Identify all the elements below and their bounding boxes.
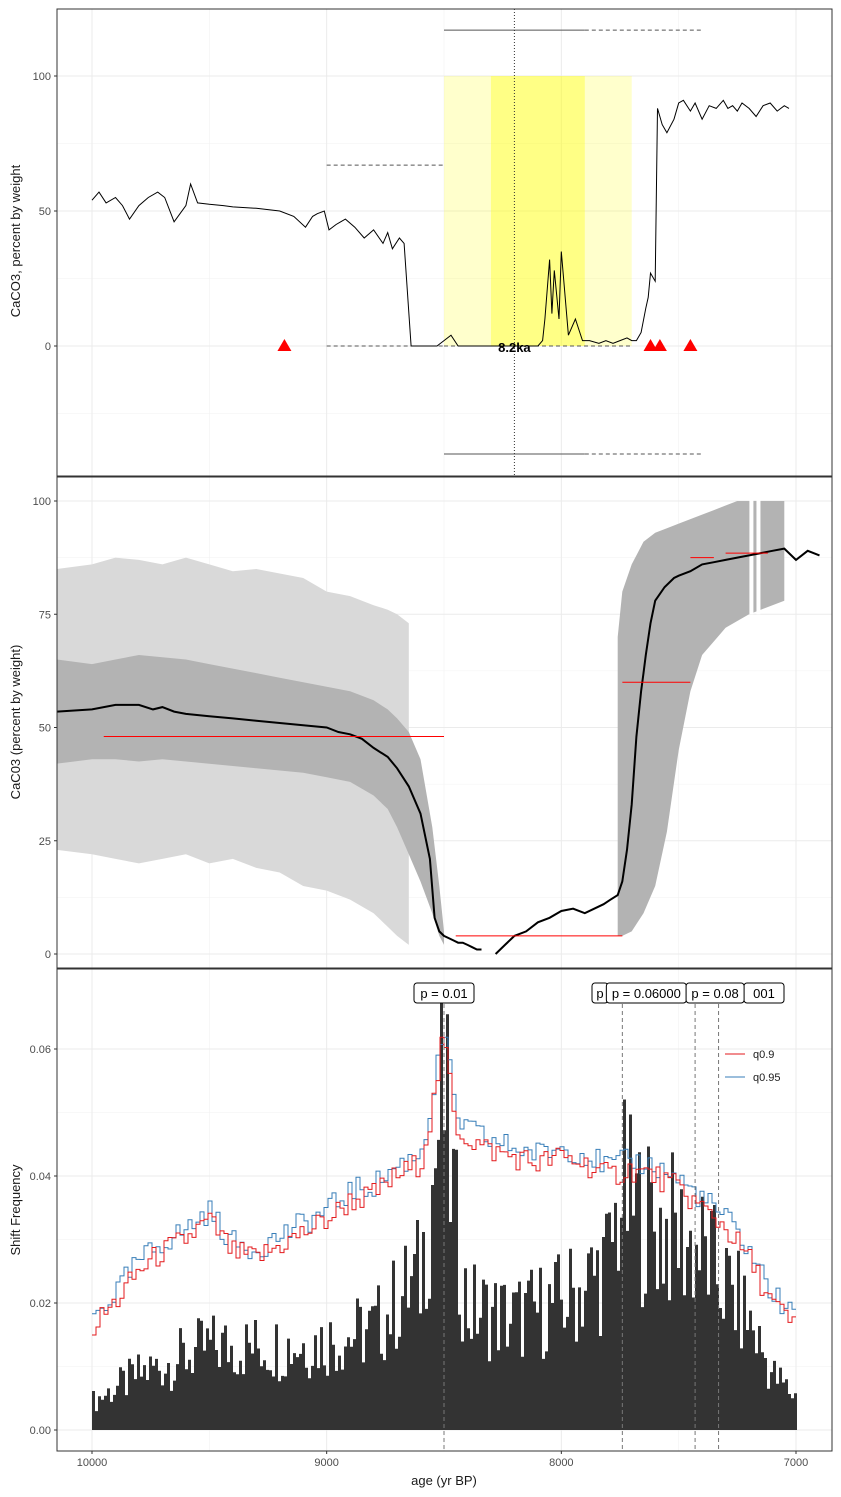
panel-top: 8.2ka 0 50 100 xyxy=(33,8,833,477)
y-tick-label: 0.06 xyxy=(30,1044,51,1056)
panel-middle: 0 25 50 75 100 xyxy=(33,476,833,969)
y-axis-title-bottom: Shift Frequency xyxy=(8,1164,23,1256)
event-label: 8.2ka xyxy=(498,340,531,355)
panel-bottom: p = 0.01 p 001 p = 0.06000 p = 0.08 q0.9 q0.95… xyxy=(30,968,833,1469)
legend-label: q0.9 xyxy=(753,1049,774,1061)
y-tick-label: 0 xyxy=(45,949,51,961)
red-triangle-marker xyxy=(652,339,667,351)
panel-background xyxy=(57,9,832,476)
inner-credible-band-late xyxy=(617,501,785,936)
legend-label: q0.95 xyxy=(753,1072,781,1084)
y-axis-title-middle: CaC03 (percent by weight) xyxy=(8,645,23,800)
caco3-series-line xyxy=(91,99,790,347)
event-window-inner xyxy=(490,76,585,346)
median-line-late xyxy=(494,547,820,955)
p-value-label: 001 xyxy=(753,986,775,1001)
red-triangle-marker xyxy=(277,339,292,351)
red-triangle-marker xyxy=(643,339,658,351)
p-value-label: p = 0.08 xyxy=(691,986,738,1001)
event-window-outer xyxy=(444,76,632,346)
p-value-label: p = 0.01 xyxy=(420,986,467,1001)
y-tick-label: 0 xyxy=(45,341,51,353)
shift-frequency-bars xyxy=(92,997,797,1430)
band-gap xyxy=(756,477,761,615)
top-plot-area: 8.2ka xyxy=(91,9,790,476)
p-value-label: p xyxy=(596,986,603,1001)
middle-plot-area xyxy=(57,477,820,955)
x-tick-label: 10000 xyxy=(77,1457,108,1469)
p-value-label-box xyxy=(413,982,475,1004)
band-gap xyxy=(749,477,754,615)
red-triangle-marker xyxy=(683,339,698,351)
x-tick-label: 7000 xyxy=(784,1457,808,1469)
y-tick-label: 0.04 xyxy=(30,1171,51,1183)
y-tick-label: 0.02 xyxy=(30,1298,51,1310)
y-tick-label: 100 xyxy=(33,71,51,83)
y-tick-label: 0.00 xyxy=(30,1425,51,1437)
inner-credible-band xyxy=(57,655,444,945)
median-line xyxy=(57,703,482,951)
panel-border xyxy=(56,8,833,477)
panel-border xyxy=(56,968,833,1452)
y-tick-label: 75 xyxy=(39,609,51,621)
y-tick-label: 50 xyxy=(39,723,51,735)
y-axis-title-top: CaCO3, percent by weight xyxy=(8,164,23,317)
y-tick-label: 25 xyxy=(39,836,51,848)
p-value-label: p = 0.06000 xyxy=(612,986,681,1001)
y-tick-label: 100 xyxy=(33,496,51,508)
panel-border xyxy=(56,476,833,969)
bottom-plot-area xyxy=(92,990,797,1451)
x-tick-label: 8000 xyxy=(549,1457,573,1469)
y-tick-label: 50 xyxy=(39,206,51,218)
x-tick-label: 9000 xyxy=(314,1457,338,1469)
p-value-label-box xyxy=(685,982,745,1004)
x-axis-title: age (yr BP) xyxy=(411,1473,477,1488)
